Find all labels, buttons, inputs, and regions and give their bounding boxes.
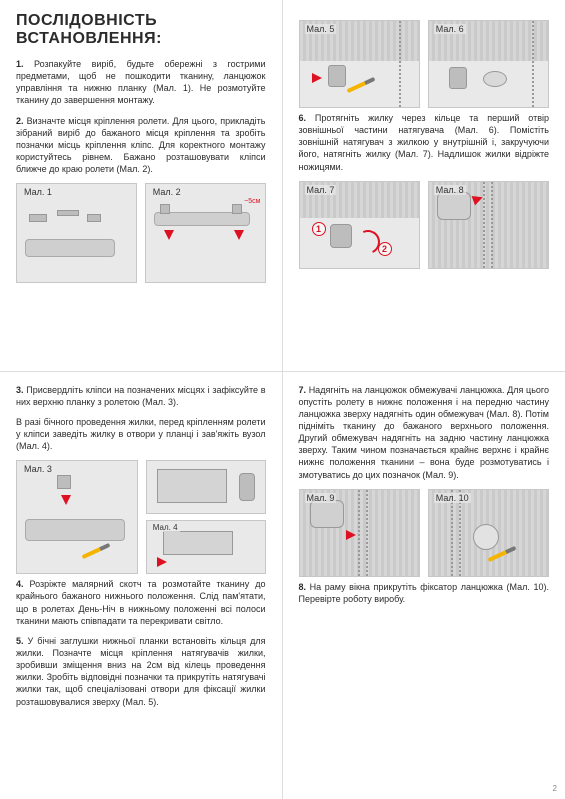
- figure-10-label: Мал. 10: [434, 493, 471, 503]
- callout-1: 1: [312, 222, 326, 236]
- page-title: ПОСЛІДОВНІСТЬ ВСТАНОВЛЕННЯ:: [16, 12, 266, 48]
- figure-4: Мал. 4: [146, 520, 266, 574]
- figure-9-label: Мал. 9: [305, 493, 337, 503]
- quadrant-top-left: ПОСЛІДОВНІСТЬ ВСТАНОВЛЕННЯ: 1. Розпакуйт…: [0, 0, 283, 372]
- figure-2: Мал. 2 ~5см: [145, 183, 266, 283]
- figure-7: Мал. 7 1 2: [299, 181, 420, 269]
- page-number: 2: [553, 784, 557, 793]
- step-6: 6. Протягніть жилку через кільце та перш…: [299, 112, 550, 173]
- quadrant-bottom-left: 3. Присвердліть кліпси на позначених міс…: [0, 372, 283, 799]
- step-8: 8. На раму вікна прикрутіть фіксатор лан…: [299, 581, 550, 605]
- figure-10: Мал. 10: [428, 489, 549, 577]
- step-7: 7. Надягніть на ланцюжок обмежувачі ланц…: [299, 384, 550, 481]
- figure-3: Мал. 3: [16, 460, 138, 574]
- figure-2-label: Мал. 2: [151, 187, 183, 197]
- figure-8: Мал. 8: [428, 181, 549, 269]
- figure-4-label: Мал. 4: [151, 523, 180, 532]
- figure-3-label: Мал. 3: [22, 464, 54, 474]
- figure-6: Мал. 6: [428, 20, 549, 108]
- step-4: 4. Розріжте малярний скотч та розмотайте…: [16, 578, 266, 627]
- callout-2: 2: [378, 242, 392, 256]
- figure-7-label: Мал. 7: [305, 185, 337, 195]
- figure-4-stack: Мал. 4: [146, 460, 266, 574]
- figure-5-label: Мал. 5: [305, 24, 337, 34]
- step-3b: В разі бічного проведення жилки, перед к…: [16, 416, 266, 452]
- figure-4-top: [146, 460, 266, 514]
- figure-6-label: Мал. 6: [434, 24, 466, 34]
- figure-1: Мал. 1: [16, 183, 137, 283]
- figure-1-label: Мал. 1: [22, 187, 54, 197]
- dim-5cm: ~5см: [244, 198, 260, 205]
- figure-5: Мал. 5: [299, 20, 420, 108]
- quadrant-bottom-right: 7. Надягніть на ланцюжок обмежувачі ланц…: [283, 372, 565, 799]
- step-3a: 3. Присвердліть кліпси на позначених міс…: [16, 384, 266, 408]
- step-1: 1. Розпакуйте виріб, будьте обережні з г…: [16, 58, 266, 107]
- figure-8-label: Мал. 8: [434, 185, 466, 195]
- figure-9: Мал. 9: [299, 489, 420, 577]
- step-5: 5. У бічні заглушки нижньої планки встан…: [16, 635, 266, 708]
- step-2: 2. Визначте місця кріплення ролети. Для …: [16, 115, 266, 176]
- quadrant-top-right: Мал. 5 Мал. 6 6. Протягніть жилку через …: [283, 0, 565, 372]
